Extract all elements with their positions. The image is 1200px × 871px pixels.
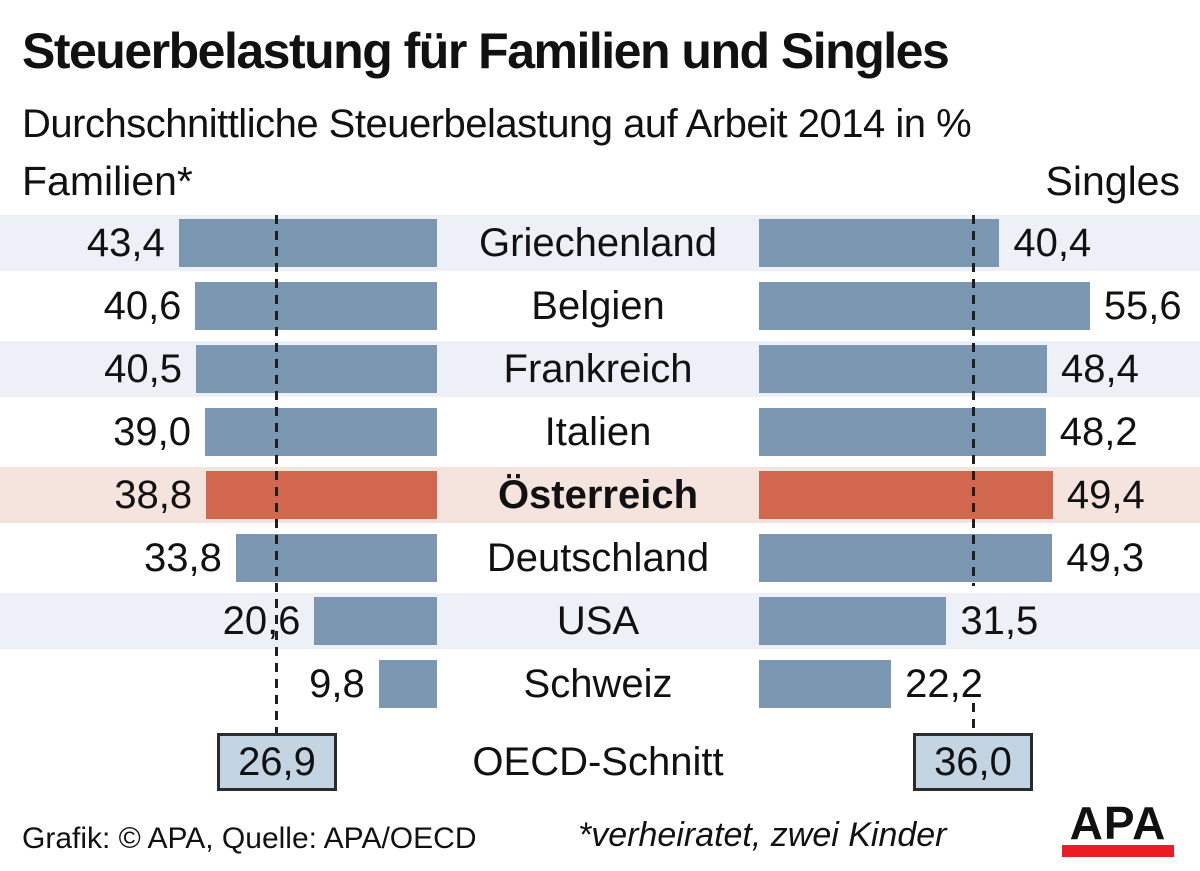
singles-bar [759, 660, 892, 708]
oecd-average-line-familien [275, 215, 278, 733]
country-label: Belgien [531, 284, 665, 328]
chart-row-griechenland: 43,4 Griechenland 40,4 [0, 215, 1200, 271]
country-label: Schweiz [523, 662, 673, 706]
familien-bar [206, 471, 437, 519]
apa-logo: APA [1062, 797, 1174, 857]
singles-value: 48,2 [1059, 410, 1138, 454]
chart-row-usa: 20,6 USA 31,5 [0, 593, 1200, 649]
singles-value: 49,4 [1066, 473, 1145, 517]
source-credit: Grafik: © APA, Quelle: APA/OECD [22, 822, 477, 855]
familien-bar [235, 534, 437, 582]
country-label: Italien [544, 410, 652, 454]
singles-value: 48,4 [1060, 347, 1139, 391]
oecd-average-line-singles [972, 215, 975, 586]
chart-subtitle: Durchschnittliche Steuerbelastung auf Ar… [22, 102, 972, 146]
bar-chart: 43,4 Griechenland 40,4 40,6 Belgien 55,6 40,5 F… [0, 215, 1200, 795]
chart-row-österreich: 38,8 Österreich 49,4 [0, 467, 1200, 523]
familien-value: 20,6 [222, 599, 301, 643]
country-label: USA [556, 599, 640, 643]
oecd-singles-value-box: 36,0 [913, 733, 1033, 791]
familien-value: 33,8 [144, 536, 222, 580]
singles-column-label: Singles [1045, 158, 1180, 204]
singles-bar [759, 597, 947, 645]
chart-row-italien: 39,0 Italien 48,2 [0, 404, 1200, 460]
familien-value: 39,0 [113, 410, 191, 454]
familien-value: 9,8 [309, 662, 365, 706]
familien-value: 40,6 [103, 284, 182, 328]
singles-bar [759, 534, 1053, 582]
familien-bar [178, 219, 437, 267]
page-title: Steuerbelastung für Familien und Singles [22, 23, 950, 79]
footnote: *verheiratet, zwei Kinder [578, 816, 947, 854]
singles-bar [759, 219, 1000, 267]
singles-value: 55,6 [1103, 284, 1182, 328]
familien-bar [204, 408, 437, 456]
apa-logo-text: APA [1069, 797, 1167, 849]
oecd-average-row: 26,9 OECD-Schnitt 36,0 [0, 733, 1200, 791]
oecd-average-line-singles-tick [972, 703, 975, 730]
familien-bar [314, 597, 437, 645]
oecd-label: OECD-Schnitt [472, 740, 724, 784]
chart-row-deutschland: 33,8 Deutschland 49,3 [0, 530, 1200, 586]
country-label: Griechenland [479, 221, 717, 265]
country-label: Deutschland [486, 536, 710, 580]
familien-value: 43,4 [86, 221, 165, 265]
familien-value: 38,8 [114, 473, 193, 517]
familien-bar [196, 345, 437, 393]
singles-bar [759, 408, 1046, 456]
apa-logo-red-bar [1062, 845, 1174, 857]
familien-bar [378, 660, 437, 708]
singles-bar [759, 471, 1053, 519]
country-label: Österreich [497, 473, 699, 517]
chart-row-belgien: 40,6 Belgien 55,6 [0, 278, 1200, 334]
chart-rows: 43,4 Griechenland 40,4 40,6 Belgien 55,6 40,5 F… [0, 215, 1200, 712]
familien-bar [195, 282, 437, 330]
singles-value: 40,4 [1013, 221, 1092, 265]
families-column-label: Familien* [22, 158, 193, 204]
singles-value: 49,3 [1066, 536, 1145, 580]
singles-bar [759, 345, 1047, 393]
oecd-familien-value-box: 26,9 [217, 733, 337, 791]
chart-row-frankreich: 40,5 Frankreich 48,4 [0, 341, 1200, 397]
singles-bar [759, 282, 1090, 330]
country-label: Frankreich [503, 347, 693, 391]
singles-value: 31,5 [960, 599, 1039, 643]
familien-value: 40,5 [104, 347, 183, 391]
chart-row-schweiz: 9,8 Schweiz 22,2 [0, 656, 1200, 712]
singles-value: 22,2 [905, 662, 983, 706]
